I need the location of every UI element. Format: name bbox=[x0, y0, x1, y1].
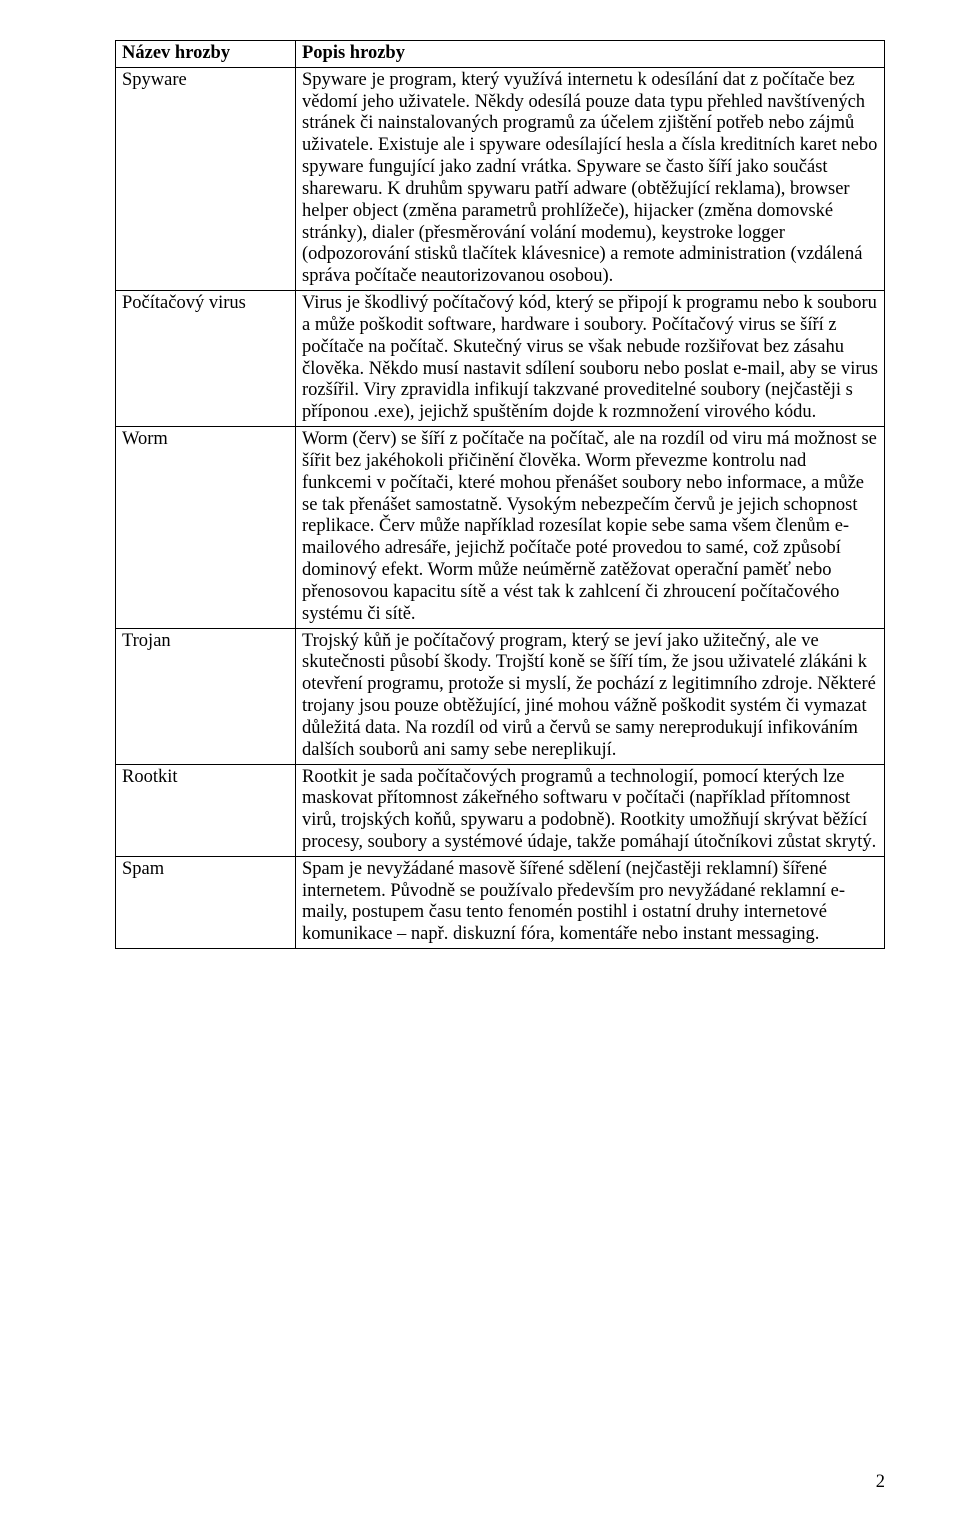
threats-table: Název hrozby Popis hrozby Spyware Spywar… bbox=[115, 40, 885, 949]
threat-name: Spam bbox=[116, 856, 296, 948]
table-row: Worm Worm (červ) se šíří z počítače na p… bbox=[116, 427, 885, 628]
threat-name: Trojan bbox=[116, 628, 296, 764]
table-row: Spyware Spyware je program, který využív… bbox=[116, 67, 885, 290]
table-row: Spam Spam je nevyžádané masově šířené sd… bbox=[116, 856, 885, 948]
threat-desc: Spyware je program, který využívá intern… bbox=[296, 67, 885, 290]
threat-desc: Spam je nevyžádané masově šířené sdělení… bbox=[296, 856, 885, 948]
threat-desc: Worm (červ) se šíří z počítače na počíta… bbox=[296, 427, 885, 628]
table-row: Rootkit Rootkit je sada počítačových pro… bbox=[116, 764, 885, 856]
threat-desc: Rootkit je sada počítačových programů a … bbox=[296, 764, 885, 856]
threat-name: Počítačový virus bbox=[116, 291, 296, 427]
col-header-desc: Popis hrozby bbox=[296, 41, 885, 68]
page-number: 2 bbox=[876, 1472, 885, 1493]
threat-name: Rootkit bbox=[116, 764, 296, 856]
table-row: Počítačový virus Virus je škodlivý počít… bbox=[116, 291, 885, 427]
table-row: Trojan Trojský kůň je počítačový program… bbox=[116, 628, 885, 764]
col-header-name: Název hrozby bbox=[116, 41, 296, 68]
table-header-row: Název hrozby Popis hrozby bbox=[116, 41, 885, 68]
threat-desc: Trojský kůň je počítačový program, který… bbox=[296, 628, 885, 764]
document-page: Název hrozby Popis hrozby Spyware Spywar… bbox=[0, 0, 960, 1515]
threat-desc: Virus je škodlivý počítačový kód, který … bbox=[296, 291, 885, 427]
threat-name: Spyware bbox=[116, 67, 296, 290]
threat-name: Worm bbox=[116, 427, 296, 628]
